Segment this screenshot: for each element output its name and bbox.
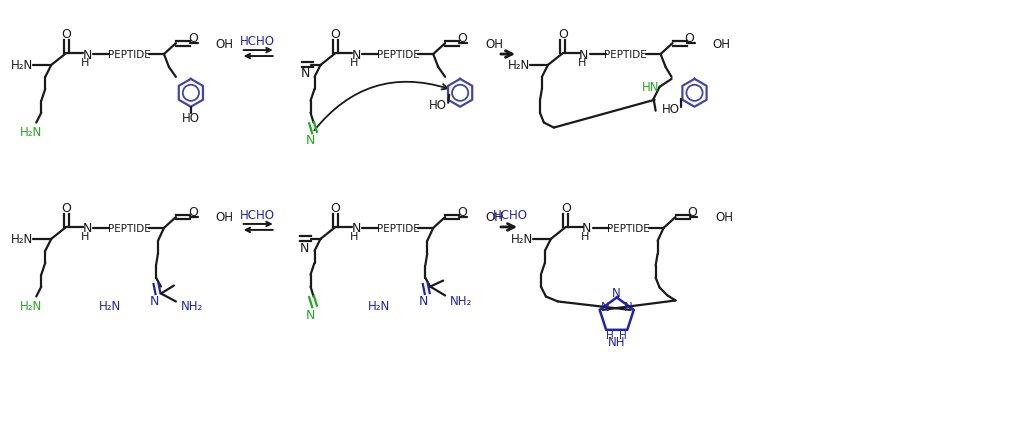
Text: O: O — [457, 205, 467, 218]
Text: H₂N: H₂N — [11, 59, 34, 72]
Text: H: H — [606, 330, 614, 340]
Text: H: H — [620, 330, 627, 340]
Text: N: N — [306, 308, 315, 321]
Text: N: N — [301, 67, 310, 80]
Text: O: O — [61, 201, 71, 214]
Text: OH: OH — [216, 37, 233, 50]
Text: H: H — [581, 231, 589, 241]
Text: PEPTIDE: PEPTIDE — [607, 224, 650, 233]
Text: HO: HO — [182, 112, 200, 125]
Text: PEPTIDE: PEPTIDE — [377, 224, 420, 233]
Text: N: N — [83, 49, 92, 61]
Text: OH: OH — [716, 211, 733, 224]
Text: OH: OH — [713, 37, 730, 50]
Text: HCHO: HCHO — [493, 208, 527, 221]
Text: H₂N: H₂N — [368, 299, 390, 312]
Text: N: N — [624, 301, 632, 314]
Text: N: N — [300, 242, 309, 255]
Text: O: O — [457, 32, 467, 45]
Text: O: O — [188, 205, 198, 218]
Text: OH: OH — [485, 211, 503, 224]
Text: H₂N: H₂N — [511, 233, 532, 246]
FancyArrowPatch shape — [314, 82, 447, 131]
Text: N: N — [306, 134, 315, 147]
Text: N: N — [150, 294, 159, 307]
Text: HCHO: HCHO — [241, 208, 275, 221]
Text: PEPTIDE: PEPTIDE — [604, 50, 647, 60]
Text: H₂N: H₂N — [20, 299, 42, 312]
Text: O: O — [331, 201, 340, 214]
Text: H₂N: H₂N — [98, 299, 121, 312]
Text: N: N — [582, 222, 592, 235]
Text: H: H — [578, 58, 586, 68]
Text: N: N — [351, 222, 361, 235]
Text: H: H — [350, 231, 358, 241]
Text: HN: HN — [642, 81, 659, 94]
Text: H₂N: H₂N — [11, 233, 34, 246]
Text: O: O — [61, 28, 71, 41]
Text: H₂N: H₂N — [508, 59, 530, 72]
Text: O: O — [188, 32, 198, 45]
Text: N: N — [351, 49, 361, 61]
Text: O: O — [687, 205, 697, 218]
Text: PEPTIDE: PEPTIDE — [377, 50, 420, 60]
Text: H: H — [81, 231, 89, 241]
Text: NH: NH — [608, 335, 626, 348]
Text: OH: OH — [216, 211, 233, 224]
Text: H: H — [350, 58, 358, 68]
Text: NH₂: NH₂ — [181, 299, 203, 312]
Text: NH₂: NH₂ — [451, 294, 472, 307]
Text: O: O — [331, 28, 340, 41]
Text: N: N — [580, 49, 589, 61]
Text: N: N — [601, 301, 610, 314]
Text: N: N — [83, 222, 92, 235]
Text: O: O — [685, 32, 694, 45]
Text: HCHO: HCHO — [241, 35, 275, 48]
Text: O: O — [561, 201, 570, 214]
Text: PEPTIDE: PEPTIDE — [108, 224, 151, 233]
Text: O: O — [558, 28, 567, 41]
Text: N: N — [419, 294, 428, 307]
Text: H: H — [81, 58, 89, 68]
Text: HO: HO — [662, 103, 680, 116]
Text: H₂N: H₂N — [20, 126, 42, 139]
Text: PEPTIDE: PEPTIDE — [108, 50, 151, 60]
Text: HO: HO — [429, 99, 447, 112]
Text: OH: OH — [485, 37, 503, 50]
Text: N: N — [612, 286, 622, 299]
